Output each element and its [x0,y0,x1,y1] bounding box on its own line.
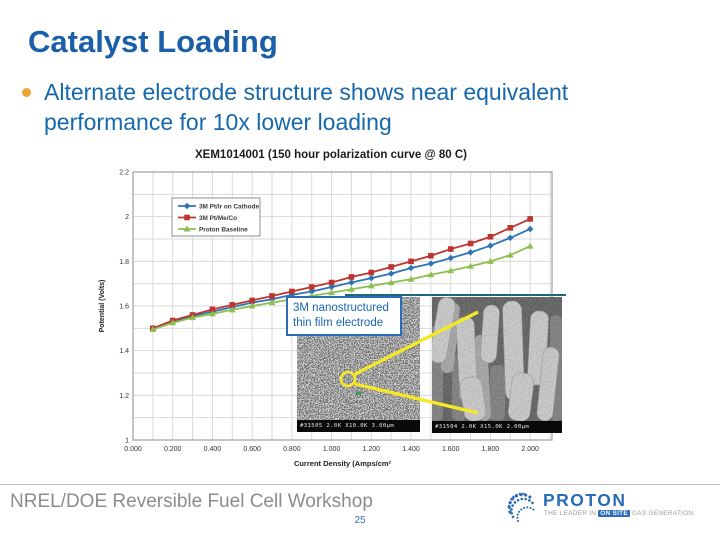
svg-text:2: 2 [125,214,129,221]
chart-plot-area: 0.000 0.200 0.400 0.600 0.800 1.000 1.200 1.400… [99,170,553,468]
svg-text:0.200: 0.200 [164,446,182,453]
bullet-icon [22,88,31,97]
sem-image-high-mag: #31504 2.0K X15.0K 2.00µm [432,297,562,433]
svg-text:1.200: 1.200 [363,446,381,453]
proton-tagline: THE LEADER IN ON SITE GAS GENERATION. [544,510,695,517]
divider-line [345,294,566,296]
sem-caption-right: #31504 2.0K X15.0K 2.00µm [432,421,562,433]
svg-text:0.600: 0.600 [243,446,261,453]
svg-text:1.600: 1.600 [442,446,460,453]
footer-workshop-text: NREL/DOE Reversible Fuel Cell Workshop [10,491,373,512]
sem-caption-left: #31505 2.0K X10.0K 3.00µm [297,420,420,432]
callout-line1: 3M nanostructured [293,302,389,314]
svg-text:Proton Baseline: Proton Baseline [199,226,248,233]
chart-legend: 3M Pt/Ir on Cathode 3M Pt/Me/Co Proton Bas… [171,197,261,237]
svg-text:1.8: 1.8 [119,259,129,266]
svg-text:1.4: 1.4 [119,348,129,355]
svg-text:2.2: 2.2 [119,170,129,177]
svg-text:0.000: 0.000 [124,446,142,453]
globe-dots-icon [507,492,536,522]
svg-text:1.800: 1.800 [482,446,500,453]
footer-divider [0,484,720,485]
green-marker [356,392,361,395]
svg-text:Potential (Volts): Potential (Volts) [99,280,106,333]
tagline-prefix: THE LEADER IN [544,510,597,517]
proton-logo: PROTON THE LEADER IN ON SITE GAS GENERAT… [505,489,715,525]
svg-text:1.400: 1.400 [402,446,420,453]
callout-line2: thin film electrode [293,316,384,329]
svg-text:1: 1 [125,438,129,445]
series-triangle [149,242,534,332]
svg-text:Current Density (Amps/cm²: Current Density (Amps/cm² [294,459,392,468]
page-number: 25 [354,515,366,526]
tagline-onsite-badge: ON SITE [598,510,630,517]
svg-text:1.6: 1.6 [119,304,129,311]
svg-text:1.000: 1.000 [323,446,341,453]
svg-text:2.000: 2.000 [521,446,539,453]
bullet-text: Alternate electrode structure shows near… [44,79,569,136]
chart-title: XEM1014001 (150 hour polarization curve … [195,149,467,161]
tagline-suffix: GAS GENERATION. [632,510,696,517]
svg-text:0.400: 0.400 [204,446,222,453]
page-title: Catalyst Loading [28,24,278,59]
svg-text:0.800: 0.800 [283,446,301,453]
callout-box: 3M nanostructured thin film electrode [286,296,402,336]
svg-text:3M Pt/Ir on Cathode: 3M Pt/Ir on Cathode [199,203,259,210]
svg-text:1.2: 1.2 [119,393,129,400]
sem-pillars-texture [432,297,562,422]
svg-text:3M Pt/Me/Co: 3M Pt/Me/Co [199,215,237,222]
proton-wordmark: PROTON [543,490,627,510]
